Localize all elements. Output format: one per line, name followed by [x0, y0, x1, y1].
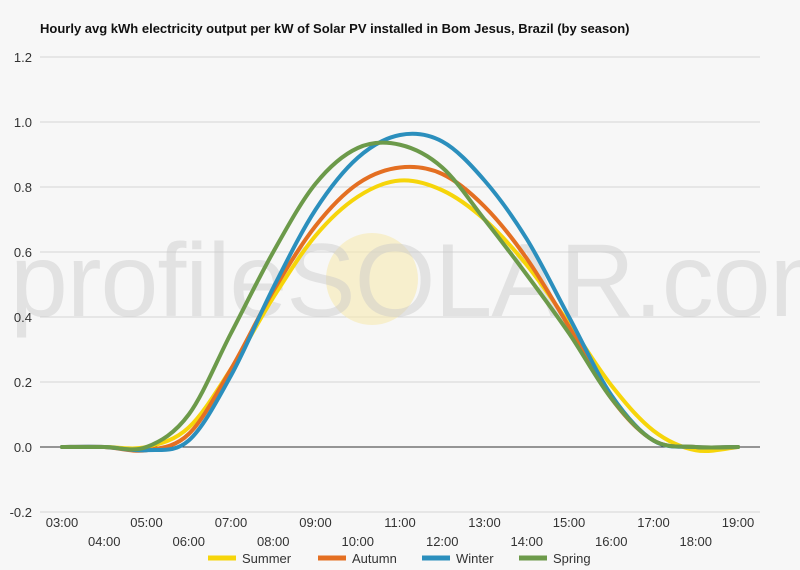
y-tick-label: 1.0: [14, 115, 32, 130]
x-tick-label: 09:00: [299, 515, 332, 530]
legend-label-summer: Summer: [242, 551, 292, 566]
chart-title: Hourly avg kWh electricity output per kW…: [40, 21, 629, 36]
x-tick-label: 15:00: [553, 515, 586, 530]
x-tick-label: 04:00: [88, 534, 121, 549]
y-axis-ticks: -0.2 0.0 0.2 0.4 0.6 0.8 1.0 1.2: [10, 50, 32, 520]
legend-label-winter: Winter: [456, 551, 494, 566]
y-tick-label: 0.0: [14, 440, 32, 455]
series-lines: [60, 131, 740, 453]
x-axis-ticks: 03:00 05:00 07:00 09:00 11:00 13:00 15:00 17:00…: [46, 515, 755, 549]
x-tick-label: 11:00: [384, 515, 416, 530]
y-tick-label: -0.2: [10, 505, 32, 520]
legend: Summer Autumn Winter Spring: [208, 551, 591, 566]
y-tick-label: 1.2: [14, 50, 32, 65]
y-tick-label: 0.2: [14, 375, 32, 390]
x-tick-label: 16:00: [595, 534, 628, 549]
series-line-spring: [60, 140, 740, 452]
x-tick-label: 07:00: [215, 515, 248, 530]
legend-label-autumn: Autumn: [352, 551, 397, 566]
y-tick-label: 0.4: [14, 310, 32, 325]
x-tick-label: 12:00: [426, 534, 459, 549]
y-tick-label: 0.8: [14, 180, 32, 195]
legend-label-spring: Spring: [553, 551, 591, 566]
y-tick-label: 0.6: [14, 245, 32, 260]
series-line-summer: [60, 178, 740, 453]
x-tick-label: 06:00: [172, 534, 205, 549]
x-tick-label: 10:00: [341, 534, 374, 549]
x-tick-label: 17:00: [637, 515, 670, 530]
x-tick-label: 08:00: [257, 534, 290, 549]
x-tick-label: 14:00: [510, 534, 543, 549]
watermark-text: profileSOLAR.com: [10, 223, 800, 339]
x-tick-label: 05:00: [130, 515, 163, 530]
x-tick-label: 13:00: [468, 515, 501, 530]
x-tick-label: 03:00: [46, 515, 79, 530]
watermark: profileSOLAR.com: [10, 223, 800, 339]
x-tick-label: 18:00: [679, 534, 712, 549]
watermark-sun-icon: [326, 233, 418, 325]
x-tick-label: 19:00: [722, 515, 755, 530]
